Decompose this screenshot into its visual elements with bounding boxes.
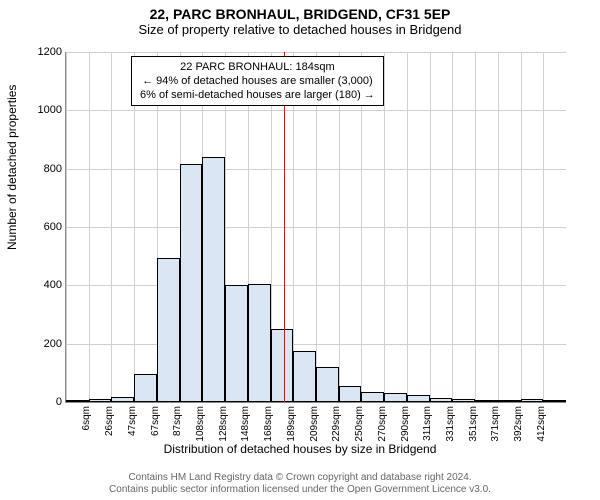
footer-line-2: Contains public sector information licen…: [0, 484, 600, 496]
xtick-label: 331sqm: [445, 406, 456, 442]
gridline-vertical: [89, 52, 90, 402]
histogram-bar: [521, 399, 544, 403]
plot-area: 0200400600800100012006sqm26sqm47sqm67sqm…: [65, 52, 566, 403]
gridline-vertical: [521, 52, 522, 402]
histogram-bar: [361, 392, 384, 402]
histogram-bar: [225, 285, 248, 402]
histogram-bar: [316, 367, 339, 402]
footer-attribution: Contains HM Land Registry data © Crown c…: [0, 472, 600, 496]
annotation-box: 22 PARC BRONHAUL: 184sqm← 94% of detache…: [131, 56, 384, 107]
histogram-bar: [202, 157, 225, 402]
gridline-vertical: [66, 52, 67, 402]
histogram-bar: [293, 351, 316, 402]
histogram-bar: [384, 393, 407, 402]
ytick-label: 1000: [38, 104, 62, 116]
gridline-vertical: [498, 52, 499, 402]
histogram-bar: [430, 398, 453, 402]
histogram-bar: [111, 397, 134, 402]
xtick-label: 148sqm: [240, 406, 251, 442]
xtick-label: 371sqm: [490, 406, 501, 442]
histogram-bar: [339, 386, 362, 402]
xtick-label: 351sqm: [468, 406, 479, 442]
histogram-bar: [452, 399, 475, 402]
ytick-label: 400: [44, 279, 62, 291]
histogram-bar: [271, 329, 294, 402]
histogram-bar: [180, 164, 203, 402]
xtick-label: 189sqm: [286, 406, 297, 442]
ytick-label: 0: [56, 396, 62, 408]
gridline-vertical: [384, 52, 385, 402]
xtick-label: 26sqm: [104, 406, 115, 436]
xtick-label: 168sqm: [263, 406, 274, 442]
xtick-label: 209sqm: [309, 406, 320, 442]
xtick-label: 128sqm: [218, 406, 229, 442]
histogram-bar: [134, 374, 157, 402]
xtick-label: 290sqm: [400, 406, 411, 442]
x-axis-label: Distribution of detached houses by size …: [0, 442, 600, 456]
histogram-bar: [66, 400, 89, 402]
ytick-label: 800: [44, 163, 62, 175]
ytick-label: 600: [44, 221, 62, 233]
chart-title-main: 22, PARC BRONHAUL, BRIDGEND, CF31 5EP: [0, 0, 600, 22]
ytick-label: 1200: [38, 46, 62, 58]
gridline-vertical: [430, 52, 431, 402]
gridline-vertical: [475, 52, 476, 402]
annotation-line: ← 94% of detached houses are smaller (3,…: [140, 74, 375, 88]
xtick-label: 87sqm: [172, 406, 183, 436]
gridline-vertical: [452, 52, 453, 402]
xtick-label: 250sqm: [354, 406, 365, 442]
xtick-label: 47sqm: [127, 406, 138, 436]
xtick-label: 311sqm: [422, 406, 433, 441]
xtick-label: 392sqm: [513, 406, 524, 442]
histogram-bar: [248, 284, 271, 402]
chart-title-sub: Size of property relative to detached ho…: [0, 22, 600, 39]
xtick-label: 108sqm: [195, 406, 206, 442]
histogram-bar: [475, 400, 498, 402]
ytick-label: 200: [44, 338, 62, 350]
histogram-bar: [157, 258, 180, 402]
annotation-line: 22 PARC BRONHAUL: 184sqm: [140, 60, 375, 74]
histogram-bar: [543, 400, 566, 402]
y-axis-label: Number of detached properties: [5, 85, 19, 250]
gridline-vertical: [407, 52, 408, 402]
histogram-bar: [89, 399, 112, 403]
histogram-bar: [407, 395, 430, 402]
xtick-label: 6sqm: [81, 406, 92, 430]
xtick-label: 412sqm: [536, 406, 547, 442]
gridline-vertical: [543, 52, 544, 402]
xtick-label: 270sqm: [377, 406, 388, 442]
gridline-vertical: [111, 52, 112, 402]
xtick-label: 229sqm: [331, 406, 342, 442]
xtick-label: 67sqm: [150, 406, 161, 436]
annotation-line: 6% of semi-detached houses are larger (1…: [140, 88, 375, 102]
footer-line-1: Contains HM Land Registry data © Crown c…: [0, 472, 600, 484]
histogram-bar: [498, 400, 521, 402]
